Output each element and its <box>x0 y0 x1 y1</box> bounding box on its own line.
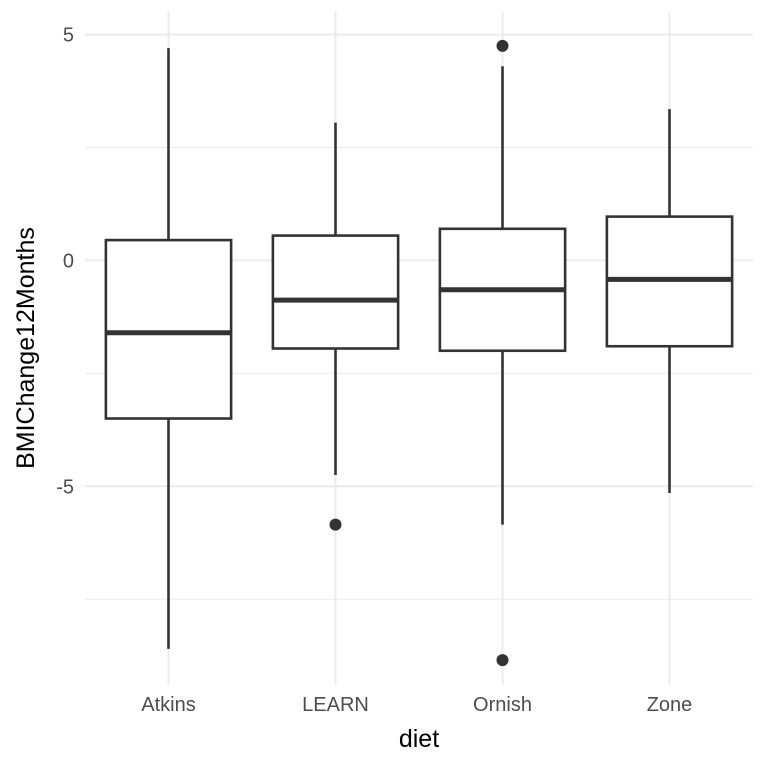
y-tick-label: 0 <box>63 250 74 272</box>
outlier-point <box>496 654 509 667</box>
x-tick-label: Ornish <box>473 694 532 716</box>
x-tick-label: Atkins <box>141 694 195 716</box>
box-iqr <box>271 234 400 350</box>
box-group-zone <box>605 109 734 494</box>
box-group-learn <box>271 122 400 531</box>
outlier-point <box>496 39 509 52</box>
outlier-point <box>329 518 342 531</box>
labels-layer: 5 0 -5 Atkins LEARN Ornish Zone <box>56 25 692 716</box>
marks-layer <box>104 39 734 667</box>
x-axis-title: diet <box>399 725 439 753</box>
y-tick-label: -5 <box>56 476 74 498</box>
y-tick-label: 5 <box>63 25 74 47</box>
y-axis-title: BMIChange12Months <box>12 227 40 469</box>
box-group-atkins <box>104 48 233 649</box>
x-tick-label: Zone <box>647 694 693 716</box>
box-group-ornish <box>438 39 567 667</box>
box-iqr <box>104 238 233 420</box>
x-tick-label: LEARN <box>302 694 369 716</box>
